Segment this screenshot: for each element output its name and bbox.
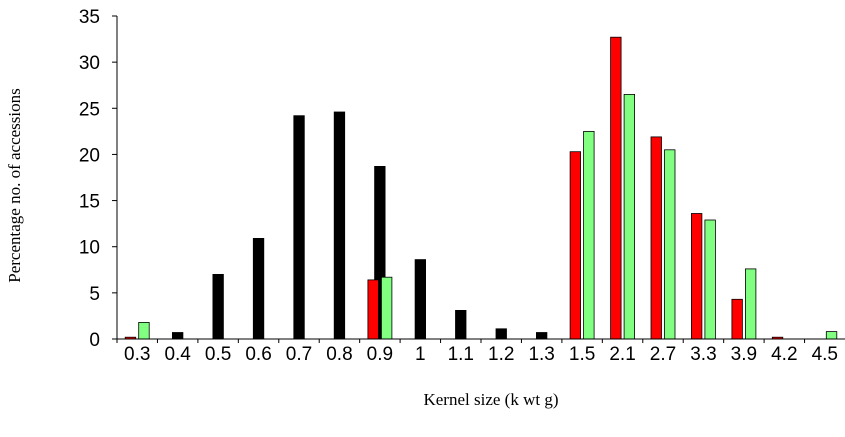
x-tick-label: 0.4 bbox=[164, 344, 191, 365]
x-tick-label: 2.7 bbox=[650, 344, 676, 365]
x-tick-label: 3.3 bbox=[690, 344, 716, 365]
bars-group bbox=[124, 36, 838, 340]
x-tick-label: 1.1 bbox=[448, 344, 474, 365]
bar bbox=[171, 332, 184, 340]
y-tick-label: 15 bbox=[79, 192, 100, 213]
bar bbox=[569, 151, 581, 340]
bar bbox=[333, 111, 346, 340]
y-tick-label: 10 bbox=[79, 238, 100, 259]
x-tick-label: 0.5 bbox=[205, 344, 231, 365]
y-tick-label: 0 bbox=[89, 330, 100, 351]
x-tick-label: 1.5 bbox=[569, 344, 595, 365]
bar bbox=[650, 136, 662, 340]
bar bbox=[745, 268, 757, 340]
y-tick-label: 30 bbox=[79, 53, 100, 74]
y-tick-label: 20 bbox=[79, 145, 100, 166]
x-tick-label: 0.8 bbox=[326, 344, 352, 365]
bar bbox=[664, 149, 676, 340]
bar bbox=[691, 213, 703, 340]
x-tick-label: 0.9 bbox=[367, 344, 393, 365]
bar bbox=[138, 321, 150, 340]
bar bbox=[731, 298, 743, 340]
y-axis-ticks: 0 5 10 15 20 25 30 35 bbox=[79, 7, 117, 351]
x-tick-label: 1.2 bbox=[488, 344, 514, 365]
bar bbox=[367, 279, 379, 340]
x-tick-label: 4.5 bbox=[812, 344, 838, 365]
x-tick-label: 0.3 bbox=[124, 344, 150, 365]
bar bbox=[623, 94, 635, 340]
y-tick-label: 35 bbox=[79, 7, 100, 28]
bar bbox=[414, 259, 427, 340]
x-tick-label: 1 bbox=[415, 344, 426, 365]
bar bbox=[536, 332, 548, 340]
bar bbox=[455, 309, 467, 340]
x-tick-label: 3.9 bbox=[731, 344, 757, 365]
bar bbox=[704, 219, 716, 340]
y-axis-title: Percentage no. of accessions bbox=[5, 88, 24, 282]
x-axis-title: Kernel size (k wt g) bbox=[423, 390, 558, 409]
bar bbox=[212, 273, 224, 340]
x-tick-label: 4.2 bbox=[771, 344, 797, 365]
bar bbox=[380, 276, 393, 340]
bar bbox=[825, 331, 838, 340]
x-tick-label: 2.1 bbox=[609, 344, 635, 365]
bar bbox=[252, 237, 265, 340]
x-axis-ticks: 0.3 0.4 0.5 0.6 0.7 0.8 0.9 1 1.1 1.2 1.3 1.5 2.1 2.7… bbox=[116, 339, 838, 365]
y-tick-label: 25 bbox=[79, 99, 100, 120]
bar bbox=[610, 36, 622, 340]
bar bbox=[583, 130, 595, 340]
bar bbox=[495, 328, 507, 340]
x-tick-label: 0.6 bbox=[245, 344, 271, 365]
y-tick-label: 5 bbox=[89, 284, 100, 305]
x-tick-label: 1.3 bbox=[528, 344, 554, 365]
bar bbox=[293, 115, 305, 340]
x-tick-label: 0.7 bbox=[286, 344, 312, 365]
